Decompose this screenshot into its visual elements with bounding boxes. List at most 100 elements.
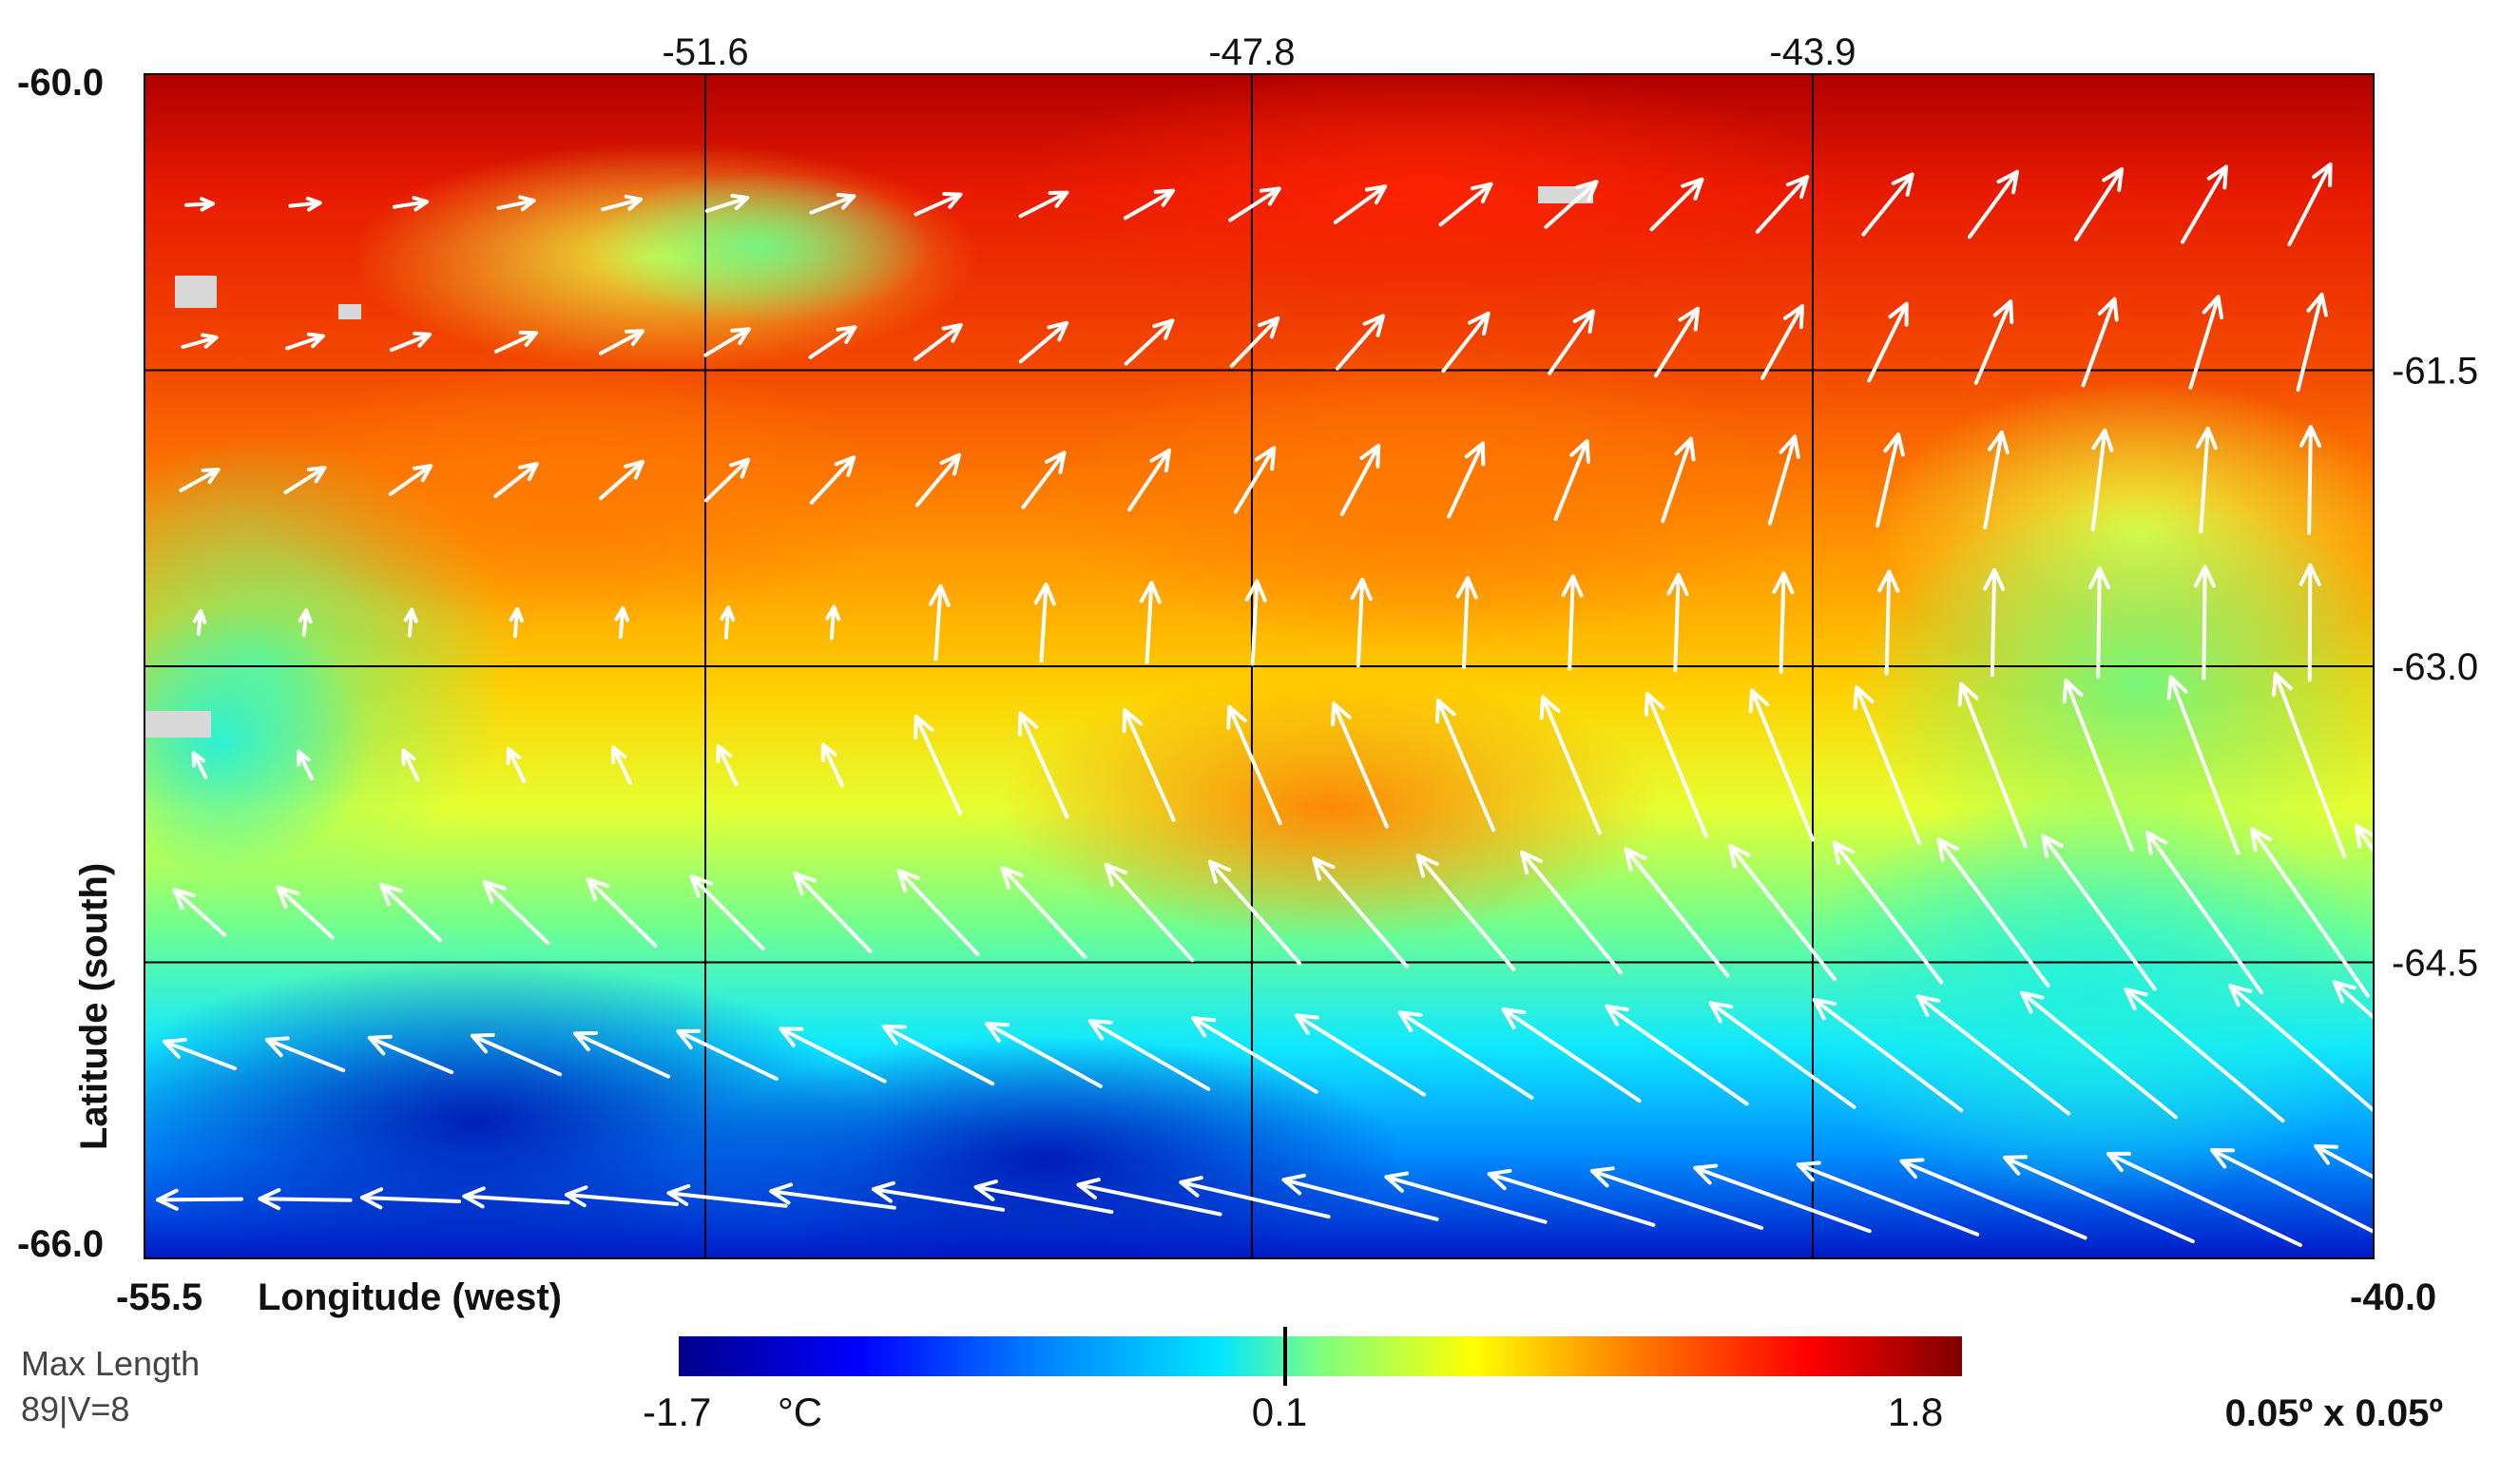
current-arrow bbox=[871, 1180, 1006, 1212]
current-arrow bbox=[1229, 316, 1280, 369]
current-arrow bbox=[2332, 980, 2374, 1021]
current-arrow bbox=[1544, 180, 1599, 229]
colorbar-min-label: -1.7 bbox=[643, 1390, 711, 1434]
current-arrow bbox=[1139, 581, 1162, 664]
current-arrow bbox=[2296, 292, 2328, 393]
current-arrow bbox=[1553, 439, 1590, 521]
right-tick-label: -64.5 bbox=[2392, 943, 2478, 985]
graticule bbox=[144, 74, 2374, 1258]
current-arrow bbox=[367, 1034, 454, 1075]
current-arrow bbox=[779, 1026, 887, 1084]
current-arrow bbox=[1339, 443, 1381, 517]
current-arrow bbox=[2074, 167, 2124, 241]
current-arrow bbox=[2378, 671, 2451, 860]
current-arrow bbox=[1331, 701, 1389, 829]
current-arrow bbox=[2405, 426, 2423, 535]
current-arrow bbox=[359, 1187, 462, 1210]
current-arrow bbox=[1104, 862, 1195, 963]
current-arrow bbox=[703, 327, 751, 357]
colorbar-max-label: 1.8 bbox=[1888, 1390, 1943, 1434]
current-arrow bbox=[1415, 854, 1516, 971]
current-arrow bbox=[1708, 1001, 1856, 1109]
current-arrow bbox=[973, 1180, 1114, 1215]
current-arrow bbox=[716, 744, 739, 786]
current-arrow bbox=[793, 872, 873, 953]
current-arrow bbox=[2003, 1155, 2195, 1244]
top-tick-label: -47.8 bbox=[1208, 31, 1295, 73]
current-arrow bbox=[1333, 184, 1388, 224]
current-arrow bbox=[379, 882, 442, 943]
colorbar bbox=[679, 1336, 1962, 1376]
current-arrow bbox=[179, 468, 221, 492]
current-arrow bbox=[1076, 1178, 1222, 1217]
current-arrow bbox=[493, 330, 539, 354]
current-arrow bbox=[914, 323, 963, 361]
current-arrow bbox=[192, 609, 207, 636]
current-arrow bbox=[496, 195, 536, 212]
current-arrow bbox=[184, 197, 215, 212]
current-arrow bbox=[1983, 430, 2010, 530]
current-arrow bbox=[1384, 1171, 1548, 1224]
current-arrow bbox=[985, 1022, 1103, 1088]
current-arrow bbox=[611, 745, 632, 785]
current-arrow bbox=[283, 466, 327, 494]
current-arrow bbox=[298, 608, 313, 637]
current-arrow bbox=[1447, 441, 1486, 519]
current-arrow bbox=[2188, 295, 2223, 390]
current-arrow bbox=[2062, 679, 2134, 852]
current-arrow bbox=[2299, 563, 2321, 682]
current-arrow bbox=[1957, 681, 2028, 849]
current-arrow bbox=[1312, 856, 1409, 969]
resolution-label: 0.05º x 0.05º bbox=[2225, 1392, 2443, 1434]
current-arrow bbox=[1915, 994, 2071, 1116]
current-arrow bbox=[573, 1031, 670, 1079]
current-arrow bbox=[2314, 1143, 2374, 1180]
vector-scale-value: 89|V=8 bbox=[21, 1390, 129, 1429]
current-arrow bbox=[191, 751, 208, 779]
current-arrow bbox=[1207, 859, 1302, 966]
current-arrow bbox=[1033, 582, 1056, 663]
current-arrow bbox=[586, 877, 658, 948]
temperature-field bbox=[144, 74, 2374, 1258]
current-arrow bbox=[1899, 1158, 2087, 1240]
current-arrow bbox=[2145, 830, 2263, 995]
colorbar-unit-label: °C bbox=[778, 1390, 822, 1434]
current-arrow bbox=[599, 459, 644, 501]
current-arrow bbox=[1983, 567, 2006, 678]
current-arrow bbox=[1435, 698, 1495, 833]
current-arrow bbox=[881, 1024, 995, 1086]
current-arrow bbox=[809, 455, 856, 505]
current-arrow bbox=[2193, 565, 2216, 681]
current-arrow bbox=[1644, 692, 1708, 838]
current-arrow bbox=[2106, 1151, 2302, 1247]
current-arrow bbox=[1520, 850, 1623, 975]
current-arrow bbox=[1087, 1019, 1211, 1091]
current-arrow bbox=[614, 606, 630, 639]
current-arrow bbox=[1755, 175, 1810, 234]
vector-scale-label: Max Length bbox=[21, 1344, 200, 1383]
current-arrow bbox=[808, 325, 857, 359]
colorbar-mid-label: 0.1 bbox=[1252, 1390, 1307, 1434]
current-arrow bbox=[1624, 847, 1730, 978]
current-arrow bbox=[769, 1182, 896, 1210]
current-arrow bbox=[1605, 1004, 1749, 1106]
current-arrow bbox=[2020, 990, 2178, 1120]
current-arrow bbox=[1179, 1176, 1331, 1219]
current-arrow bbox=[462, 1186, 570, 1209]
current-arrow bbox=[2081, 297, 2119, 388]
lon-min-label: -55.5 bbox=[116, 1276, 202, 1318]
current-arrow bbox=[1226, 704, 1282, 826]
current-arrow bbox=[181, 333, 219, 349]
current-arrow bbox=[1539, 695, 1602, 835]
current-arrow bbox=[1968, 169, 2019, 240]
current-arrow bbox=[1397, 1010, 1534, 1100]
current-arrow bbox=[1760, 304, 1804, 380]
current-arrow bbox=[1666, 572, 1689, 673]
current-arrow bbox=[288, 196, 322, 212]
current-arrow bbox=[809, 193, 856, 215]
current-arrow bbox=[482, 879, 550, 946]
current-arrow bbox=[389, 331, 433, 353]
current-arrow bbox=[285, 332, 325, 351]
current-arrow bbox=[264, 1036, 346, 1073]
